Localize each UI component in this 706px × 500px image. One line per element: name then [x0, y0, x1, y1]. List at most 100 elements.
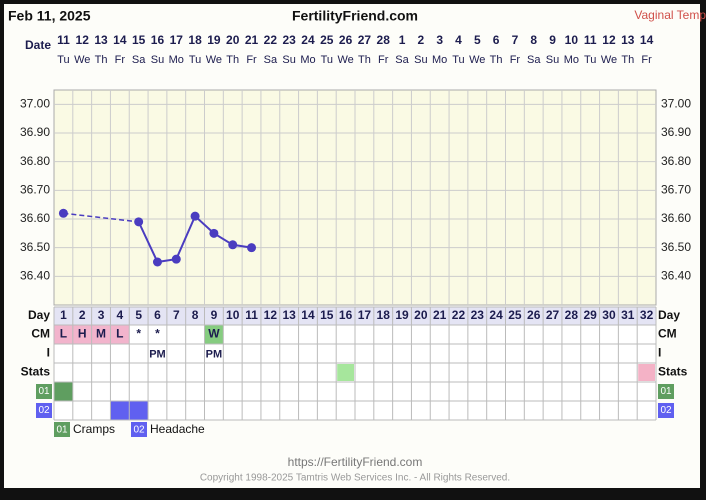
y-tick-label-right: 36.40 [661, 269, 691, 283]
date-label: 1 [399, 33, 406, 47]
weekday-label: We [74, 54, 90, 66]
cm-text: * [155, 327, 160, 341]
temp-point [152, 257, 162, 267]
temp-point [209, 228, 219, 238]
symptom-code-left-box [36, 384, 52, 399]
date-label: 24 [301, 33, 315, 47]
day-number: 26 [527, 308, 541, 322]
row-label-right: Stats [658, 365, 688, 379]
weekday-label: Th [621, 54, 634, 66]
date-label: 20 [226, 33, 240, 47]
symptom-code-left: 02 [38, 405, 50, 416]
date-label: 23 [282, 33, 296, 47]
cm-text: M [96, 327, 106, 341]
row-label-right: CM [658, 327, 677, 341]
y-tick-label: 36.50 [20, 240, 50, 254]
symptom-code-right-box [658, 403, 674, 418]
date-label: 12 [76, 33, 90, 47]
date-label: 7 [512, 33, 519, 47]
day-number: 4 [117, 308, 124, 322]
weekday-label: Sa [132, 54, 146, 66]
gap-connector [63, 212, 139, 223]
row-label: CM [31, 327, 50, 341]
day-number: 23 [471, 308, 485, 322]
stats-cell [638, 364, 655, 381]
symptom-cell [110, 401, 130, 420]
cm-text: L [60, 327, 67, 341]
y-tick-label: 36.80 [20, 154, 50, 168]
day-number: 21 [433, 308, 447, 322]
legend-code: 01 [56, 425, 68, 436]
cm-text: L [116, 327, 123, 341]
weekday-label: Tu [584, 54, 596, 66]
legend-label: Headache [150, 422, 205, 436]
date-label: 4 [455, 33, 462, 47]
y-tick-label-right: 36.70 [661, 183, 691, 197]
day-number: 12 [264, 308, 278, 322]
date-label: 28 [377, 33, 391, 47]
row-label-right: Day [658, 308, 680, 322]
date-label: 11 [57, 33, 70, 47]
day-number: 28 [565, 308, 579, 322]
y-tick-label-right: 36.60 [661, 211, 691, 225]
date-label: 26 [339, 33, 353, 47]
date-label: 9 [549, 33, 556, 47]
weekday-label: Th [490, 54, 503, 66]
day-number: 16 [339, 308, 353, 322]
temp-point [171, 254, 181, 264]
date-label: 10 [565, 33, 579, 47]
stats-cell [337, 364, 354, 381]
symptom-code-right-box [658, 384, 674, 399]
symptom-cell [129, 401, 149, 420]
cm-text: * [136, 327, 141, 341]
legend-code: 02 [133, 425, 145, 436]
day-number: 1 [60, 308, 67, 322]
y-tick-label-right: 36.80 [661, 154, 691, 168]
day-number: 29 [583, 308, 597, 322]
day-number: 14 [301, 308, 315, 322]
date-label: 6 [493, 33, 500, 47]
weekday-label: Fr [115, 54, 126, 66]
y-tick-label: 37.00 [20, 97, 50, 111]
day-number: 30 [602, 308, 616, 322]
weekday-label: Th [95, 54, 108, 66]
symptom-code-left-box [36, 403, 52, 418]
date-label: 13 [94, 33, 108, 47]
footer-url: https://FertilityFriend.com [288, 455, 423, 469]
cm-cell [54, 325, 73, 344]
y-tick-label: 36.60 [20, 211, 50, 225]
y-tick-label: 36.90 [20, 125, 50, 139]
day-number: 32 [640, 308, 654, 322]
legend-box [54, 422, 70, 437]
day-number: 22 [452, 308, 466, 322]
weekday-label: We [469, 54, 485, 66]
date-label: 21 [245, 33, 259, 47]
date-label: 22 [264, 33, 278, 47]
symptom-code-right: 01 [660, 386, 672, 397]
date-label: 25 [320, 33, 334, 47]
day-number: 3 [98, 308, 105, 322]
day-number: 24 [489, 308, 503, 322]
day-number: 19 [395, 308, 409, 322]
legend-box [131, 422, 147, 437]
weekday-label: We [601, 54, 617, 66]
legend-label: Cramps [73, 422, 115, 436]
row-label: I [47, 346, 50, 360]
date-label: 15 [132, 33, 146, 47]
symptom-code-left: 01 [38, 386, 50, 397]
weekday-label: Fr [246, 54, 257, 66]
i-text: PM [149, 348, 166, 360]
y-tick-label-right: 36.50 [661, 240, 691, 254]
copyright: Copyright 1998-2025 Tamtris Web Services… [200, 473, 510, 484]
i-text: PM [206, 348, 223, 360]
weekday-label: Fr [510, 54, 521, 66]
date-label: 11 [584, 33, 597, 47]
date-label: 8 [530, 33, 537, 47]
cm-cell [204, 325, 224, 344]
y-tick-label: 36.40 [20, 269, 50, 283]
date-label: 27 [358, 33, 372, 47]
day-number: 13 [282, 308, 296, 322]
day-number: 6 [154, 308, 161, 322]
date-label: 16 [151, 33, 165, 47]
